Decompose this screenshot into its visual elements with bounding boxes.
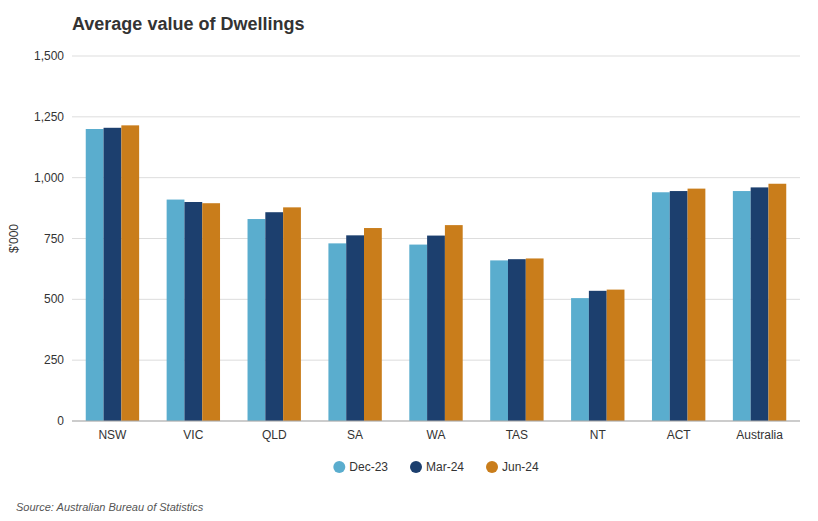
legend-item: Dec-23 [333, 460, 388, 474]
bar [526, 258, 544, 421]
x-tick-label: QLD [262, 428, 287, 442]
grid-line [72, 421, 800, 422]
x-tick-label: WA [427, 428, 446, 442]
y-tick-label: 750 [44, 232, 64, 246]
y-tick-label: 500 [44, 292, 64, 306]
chart: Average value of Dwellings 0 250 500 750 1,00… [0, 0, 818, 521]
bar [104, 128, 122, 421]
bar [184, 202, 202, 421]
bar [670, 191, 688, 421]
grid-line [72, 177, 800, 178]
bar [328, 243, 346, 421]
series [86, 129, 751, 421]
legend-marker [410, 461, 422, 473]
x-tick-label: SA [347, 428, 363, 442]
bar [86, 129, 104, 421]
y-tick-label: 250 [44, 353, 64, 367]
legend-item: Mar-24 [410, 460, 464, 474]
bar [427, 236, 445, 421]
chart-container: Average value of Dwellings 0 250 500 750 1,00… [0, 0, 818, 521]
bar [607, 290, 625, 421]
bar [283, 207, 301, 421]
x-tick-label: TAS [506, 428, 528, 442]
x-tick-label: NSW [98, 428, 127, 442]
y-axis-label: $'000 [7, 224, 21, 253]
bar [571, 298, 589, 421]
bar [688, 189, 706, 421]
legend-marker [333, 461, 345, 473]
x-tick-label: Australia [736, 428, 783, 442]
bar [121, 125, 139, 421]
legend: Dec-23 Mar-24 Jun-24 [333, 460, 539, 474]
bar [248, 219, 266, 421]
grid-line [72, 56, 800, 57]
legend-label: Dec-23 [349, 460, 388, 474]
legend-marker [486, 461, 498, 473]
annotation: Source: Australian Bureau of Statistics [16, 501, 204, 513]
y-tick-label: 1,500 [34, 49, 64, 63]
bar [409, 245, 427, 421]
y-axis: 0 250 500 750 1,000 1,250 1,500 [34, 49, 64, 428]
bars [86, 125, 786, 421]
x-tick-label: NT [590, 428, 607, 442]
y-tick-label: 1,250 [34, 110, 64, 124]
x-axis-line [72, 421, 800, 422]
series [121, 125, 786, 421]
bar [508, 259, 526, 421]
legend-item: Jun-24 [486, 460, 539, 474]
legend-label: Jun-24 [502, 460, 539, 474]
bar [364, 228, 382, 421]
bar [589, 291, 607, 421]
bar [346, 235, 364, 421]
x-tick-label: ACT [667, 428, 692, 442]
y-tick-label: 1,000 [34, 171, 64, 185]
bar [202, 203, 220, 421]
bar [768, 184, 786, 421]
bar [265, 212, 283, 421]
bar [652, 192, 670, 421]
bar [167, 200, 185, 421]
bar [445, 225, 463, 421]
legend-label: Mar-24 [426, 460, 464, 474]
x-axis: NSW VIC QLD SA WA TAS NT ACT Australia [98, 428, 783, 442]
y-tick-label: 0 [57, 414, 64, 428]
bar [490, 260, 508, 421]
grid [72, 56, 800, 421]
bar [733, 191, 751, 421]
series [104, 128, 769, 421]
bar [751, 187, 769, 421]
title: Average value of Dwellings [72, 14, 304, 34]
x-tick-label: VIC [183, 428, 203, 442]
grid-line [72, 116, 800, 117]
